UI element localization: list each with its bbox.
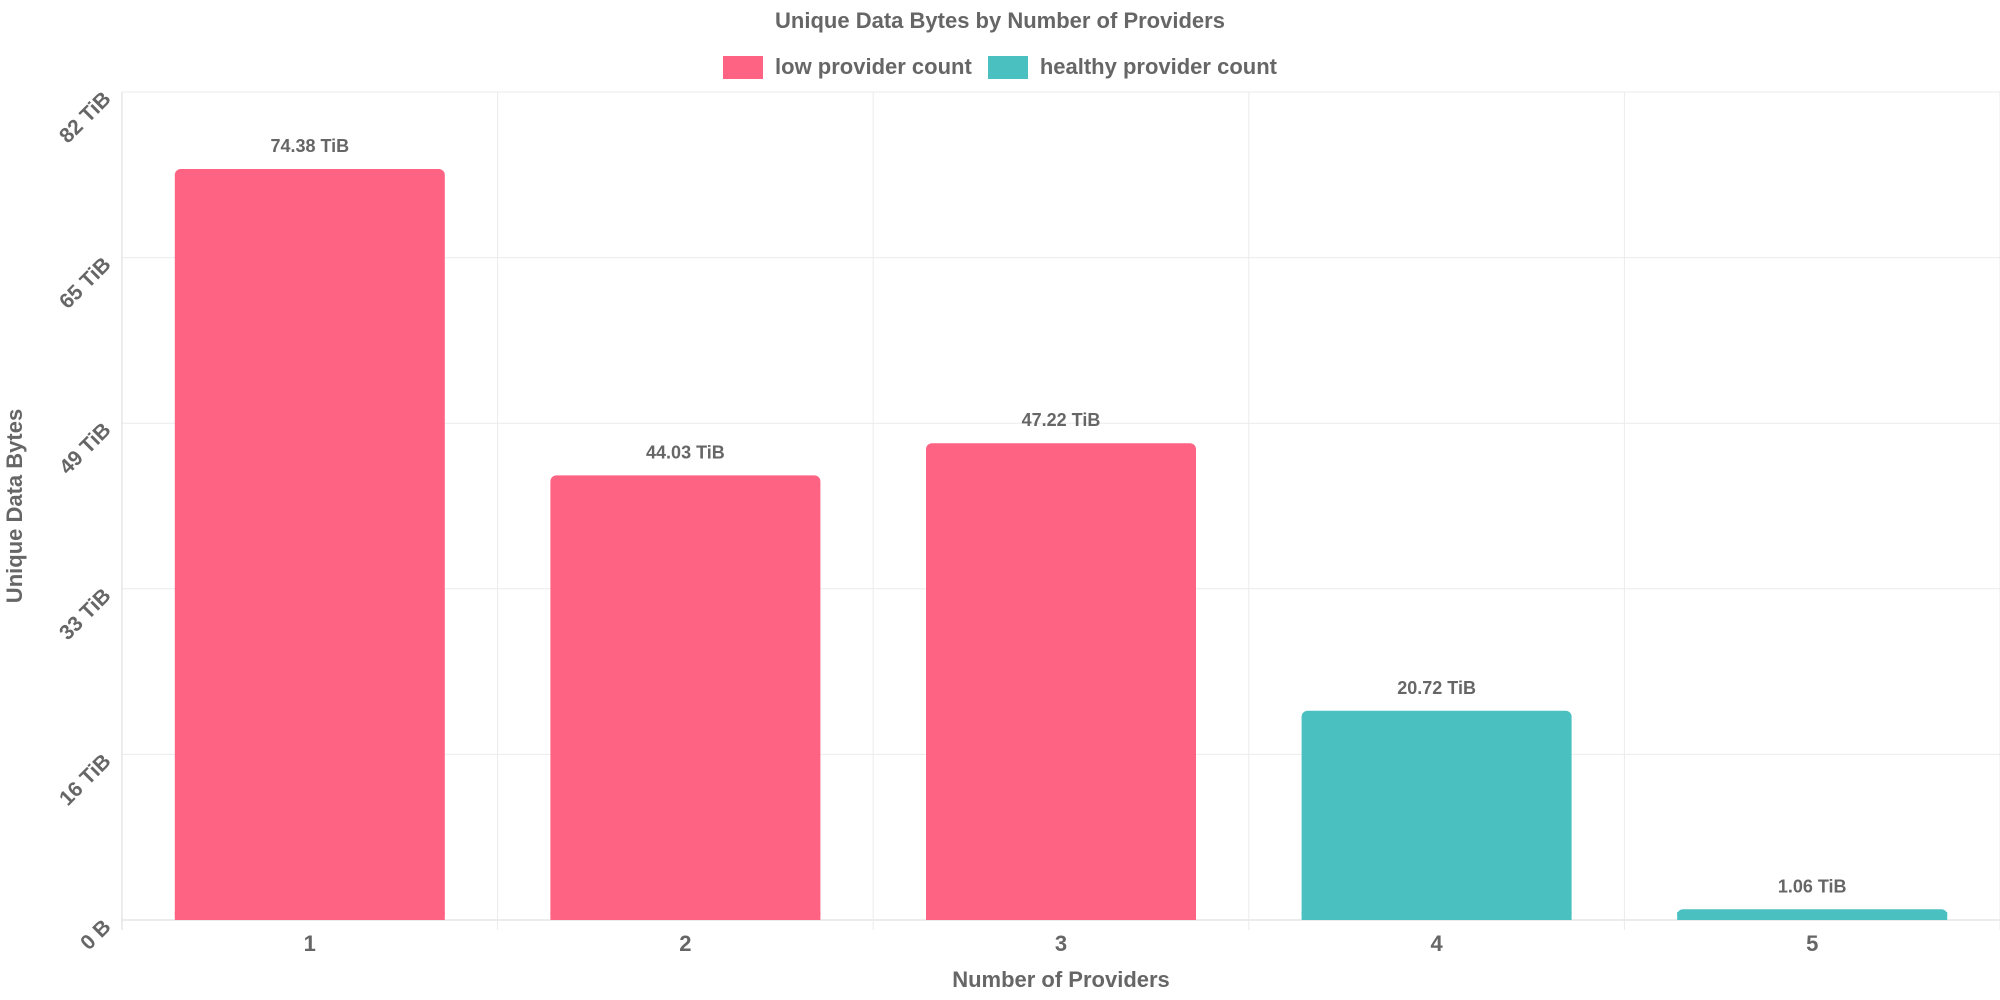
data-label: 1.06 TiB — [1778, 876, 1847, 896]
legend-item-healthy[interactable]: healthy provider count — [987, 54, 1277, 80]
bar-base — [174, 912, 445, 920]
bar-2[interactable] — [550, 475, 821, 920]
y-tick-label: 16 TiB — [55, 750, 116, 811]
legend-label-low: low provider count — [775, 54, 972, 79]
y-tick-label: 33 TiB — [55, 584, 116, 645]
bar-base — [1301, 912, 1572, 920]
x-tick-label: 3 — [1055, 931, 1067, 956]
chart-title: Unique Data Bytes by Number of Providers — [775, 8, 1225, 33]
bar-base — [926, 912, 1196, 920]
bar-base — [1677, 912, 1948, 920]
x-tick-label: 5 — [1806, 931, 1818, 956]
y-axis-title: Unique Data Bytes — [2, 409, 27, 603]
bar-base — [550, 912, 821, 920]
y-axis: 0 B 16 TiB 33 TiB 49 TiB 65 TiB 82 TiB — [55, 87, 116, 954]
bar-1[interactable] — [174, 168, 445, 920]
bar-4[interactable] — [1301, 710, 1572, 920]
x-tick-label: 1 — [304, 931, 316, 956]
x-tick-label: 4 — [1430, 931, 1443, 956]
legend-swatch-healthy — [987, 55, 1028, 79]
legend-label-healthy: healthy provider count — [1039, 54, 1277, 79]
bar-3[interactable] — [926, 443, 1196, 920]
legend-swatch-low — [723, 55, 764, 79]
legend: low provider count healthy provider coun… — [0, 54, 2000, 80]
x-axis-title: Number of Providers — [952, 967, 1170, 992]
y-tick-label: 0 B — [76, 915, 115, 954]
data-label: 44.03 TiB — [646, 442, 725, 462]
y-tick-label: 65 TiB — [55, 253, 116, 314]
data-label: 74.38 TiB — [270, 136, 349, 156]
data-label: 47.22 TiB — [1022, 410, 1101, 430]
data-label: 20.72 TiB — [1397, 678, 1476, 698]
legend-item-low[interactable]: low provider count — [723, 54, 972, 80]
y-tick-label: 49 TiB — [55, 418, 116, 479]
y-tick-label: 82 TiB — [55, 87, 116, 148]
x-axis: 1 2 3 4 5 — [304, 931, 1819, 956]
bars: 74.38 TiB 44.03 TiB 47.22 TiB 20.72 TiB 1.06… — [174, 136, 1948, 920]
x-tick-label: 2 — [679, 931, 691, 956]
